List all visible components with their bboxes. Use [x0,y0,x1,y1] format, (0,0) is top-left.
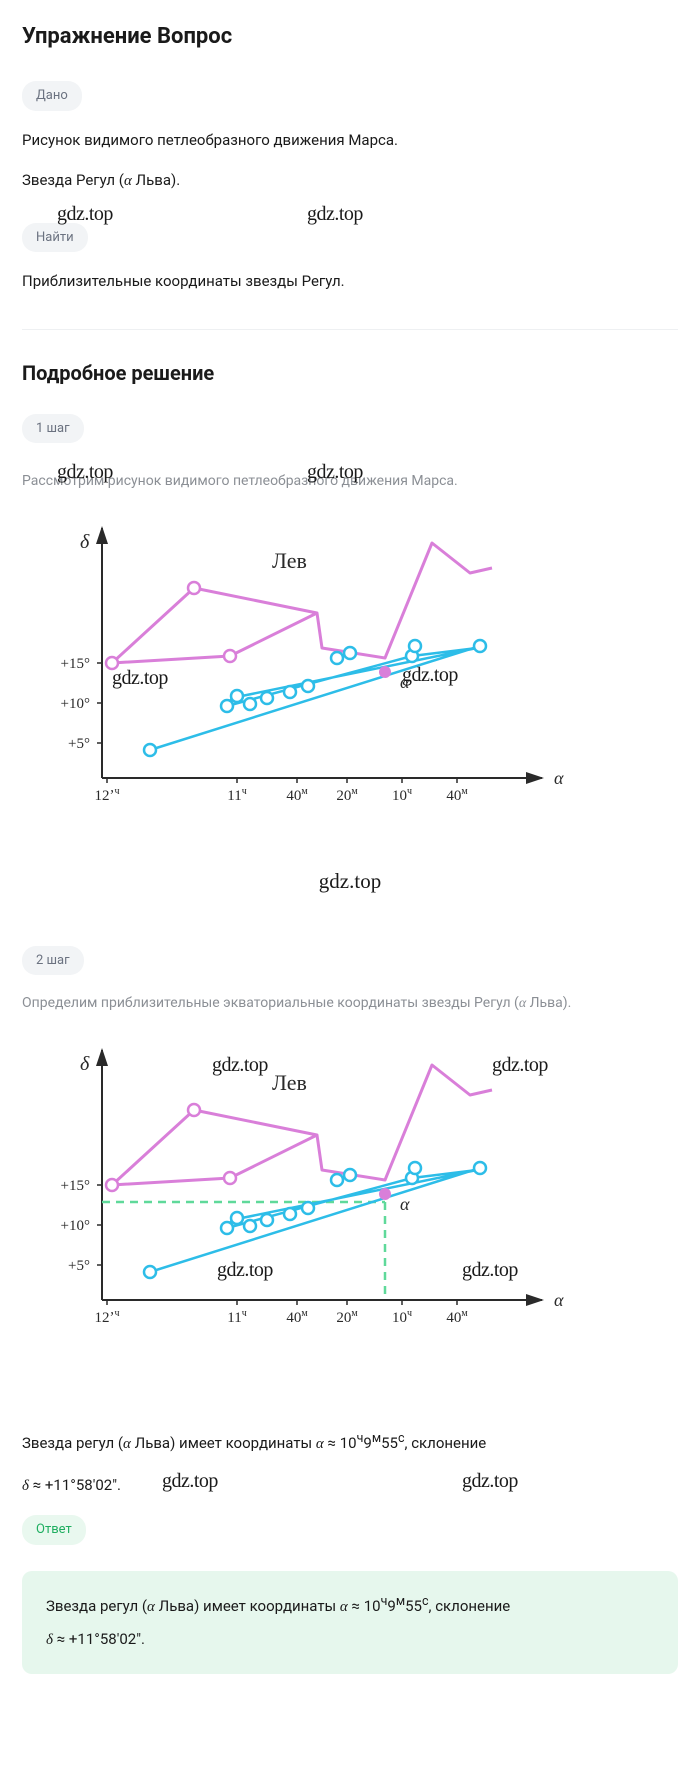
svg-text:+15°: +15° [61,656,90,672]
given-text-1: Рисунок видимого петлеобразного движения… [22,129,678,152]
svg-text:12ʼч: 12ʼч [94,786,119,804]
svg-text:40м: 40м [286,1308,308,1326]
chart-1: +5°+10°+15°12ʼч11ч40м20м10ч40мδααЛев gdz… [22,508,582,838]
result-line-1: Звезда регул (α Льва) имеет координаты α… [22,1430,678,1456]
svg-text:40м: 40м [286,786,308,804]
answer-line-1: Звезда регул (α Льва) имеет координаты α… [46,1593,654,1619]
svg-text:α: α [400,1194,410,1214]
step2-text: Определим приблизительные экваториальные… [22,993,678,1014]
step1-pill: 1 шаг [22,414,84,444]
center-watermark: gdz.top [22,866,678,898]
result-line-2: δ ≈ +11°58′02″. [22,1474,678,1498]
svg-text:α: α [554,768,564,788]
svg-text:10ч: 10ч [392,1308,412,1326]
svg-text:11ч: 11ч [227,786,246,804]
solution-title: Подробное решение [22,358,678,388]
step2-pill: 2 шаг [22,946,84,976]
svg-text:Лев: Лев [272,1070,307,1095]
svg-text:α: α [554,1290,564,1310]
svg-text:11ч: 11ч [227,1308,246,1326]
page-title: Упражнение Вопрос [22,20,678,53]
svg-text:10ч: 10ч [392,786,412,804]
svg-text:+5°: +5° [68,736,90,752]
svg-text:δ: δ [80,1053,90,1075]
given-pill: Дано [22,81,82,111]
svg-text:20м: 20м [336,786,358,804]
svg-text:+10°: +10° [61,1218,90,1234]
find-pill: Найти [22,223,88,253]
svg-text:12ʼч: 12ʼч [94,1308,119,1326]
answer-box: Звезда регул (α Льва) имеет координаты α… [22,1571,678,1674]
svg-text:Лев: Лев [272,548,307,573]
svg-text:+10°: +10° [61,696,90,712]
svg-text:+15°: +15° [61,1178,90,1194]
step1-text: Рассмотрим рисунок видимого петлеобразно… [22,471,678,492]
find-text: Приблизительные координаты звезды Регул. [22,270,678,293]
svg-text:40м: 40м [446,1308,468,1326]
given-text-2: Звезда Регул (α Льва). [22,169,678,193]
svg-text:20м: 20м [336,1308,358,1326]
answer-line-2: δ ≈ +11°58′02″. [46,1628,654,1652]
svg-text:40м: 40м [446,786,468,804]
svg-text:+5°: +5° [68,1258,90,1274]
answer-pill: Ответ [22,1515,86,1545]
svg-text:α: α [400,672,410,692]
chart-2: +5°+10°+15°12ʼч11ч40м20м10ч40мδααЛев gdz… [22,1030,582,1360]
svg-text:δ: δ [80,531,90,553]
divider [22,329,678,330]
